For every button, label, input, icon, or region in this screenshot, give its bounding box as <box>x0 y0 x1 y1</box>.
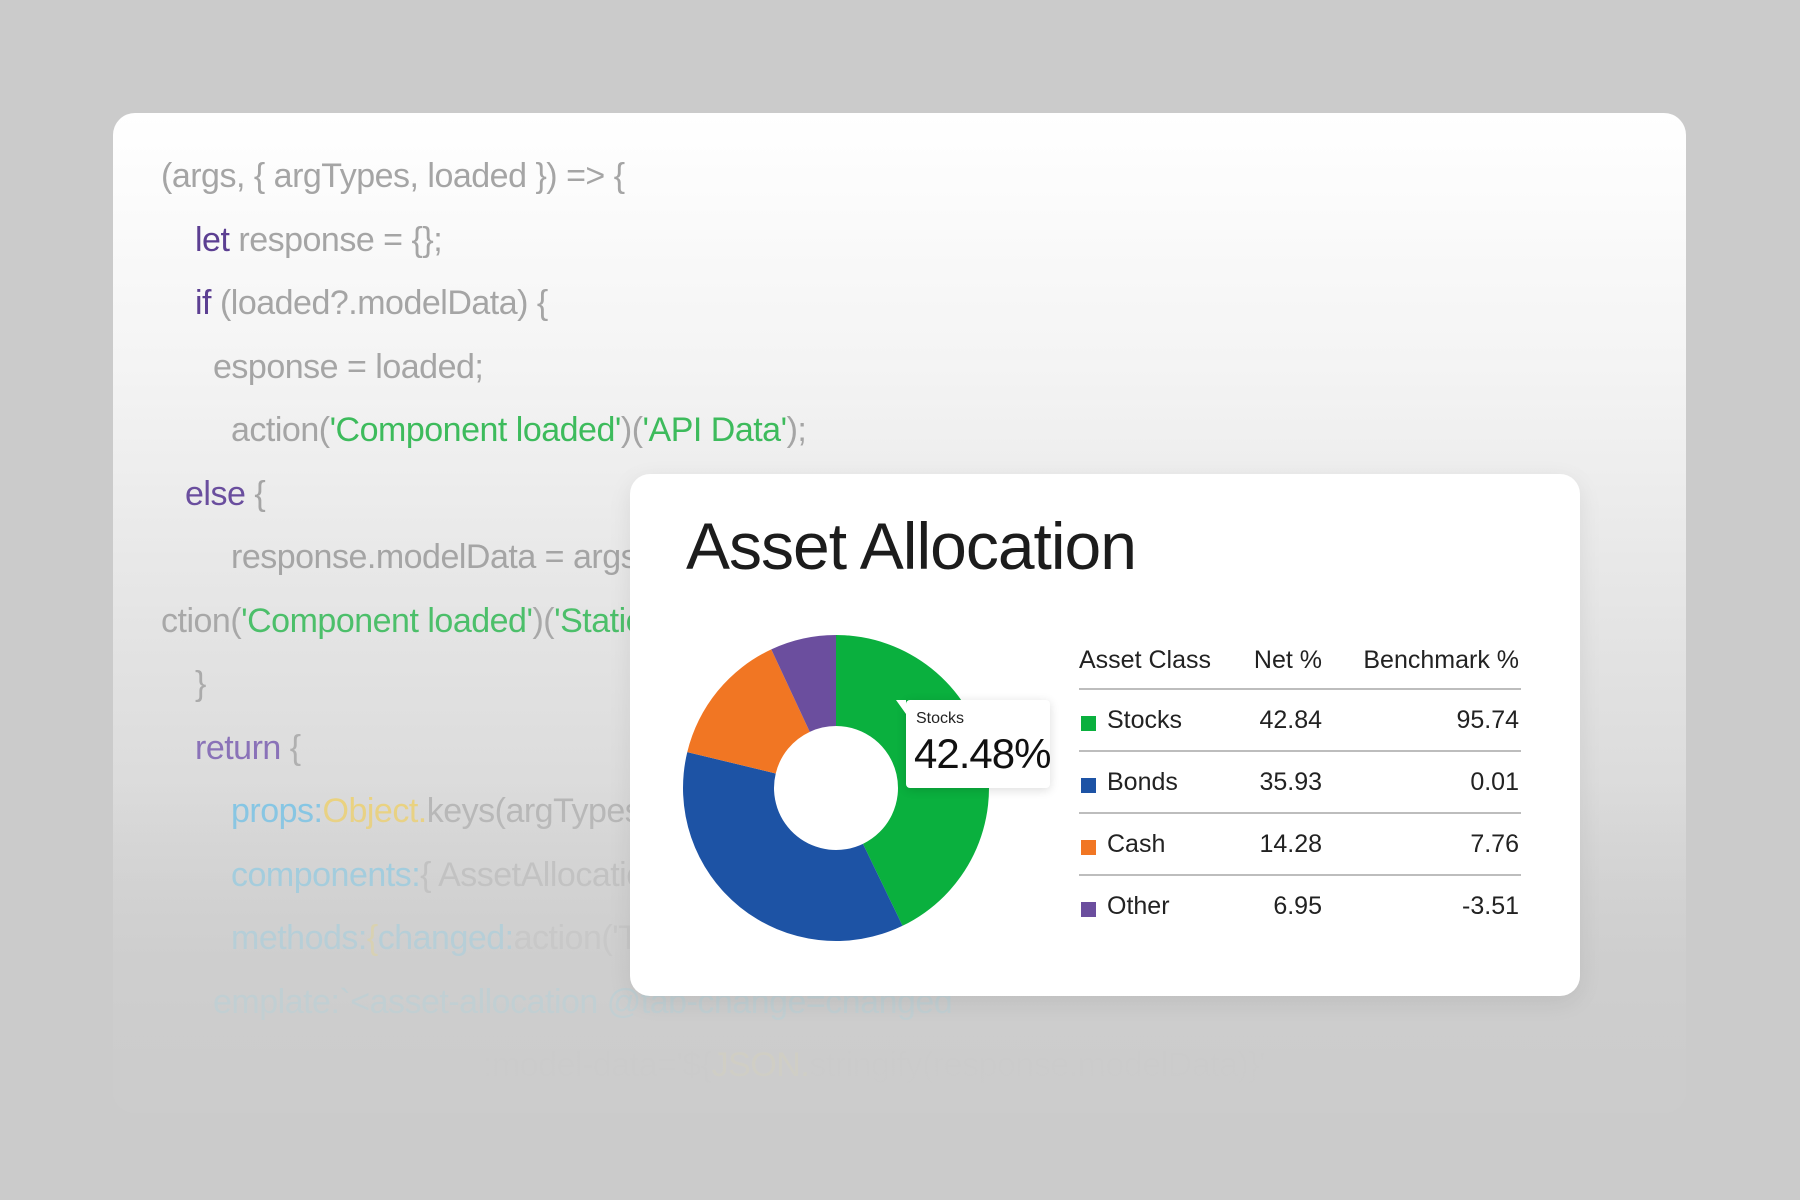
code-line: (args, { argTypes, loaded }) => { <box>161 157 625 196</box>
donut-slice-bonds[interactable] <box>683 752 903 941</box>
table-body: Stocks 42.84 95.74 Bonds 35.93 0.01 Cash 14.28 7… <box>1079 690 1521 938</box>
table-row: Stocks 42.84 95.74 <box>1079 690 1521 752</box>
chart-tooltip: Stocks 42.48% <box>896 700 1051 788</box>
legend-swatch <box>1081 840 1096 855</box>
net-percent: 42.84 <box>1259 706 1322 734</box>
code-line: return { <box>195 729 301 768</box>
net-percent: 35.93 <box>1259 768 1322 796</box>
asset-class-name: Cash <box>1107 830 1166 858</box>
benchmark-percent: 0.01 <box>1470 768 1519 796</box>
code-token: response = {}; <box>229 220 443 259</box>
tooltip-label: Stocks <box>916 710 965 727</box>
code-token: )( <box>620 411 643 449</box>
code-token: let <box>195 220 230 259</box>
code-token: else <box>185 474 246 513</box>
code-line: if (loaded?.modelData) { <box>195 284 548 323</box>
asset-class-name: Stocks <box>1107 706 1183 734</box>
code-line: action('Component loaded')('API Data'); <box>231 411 807 450</box>
tooltip-value: 42.48% <box>914 730 1051 777</box>
code-token: if <box>195 284 212 322</box>
code-line: response.modelData = args.m <box>231 538 674 577</box>
donut-slice-cash[interactable] <box>687 649 810 774</box>
code-token: esponse = loaded; <box>213 347 484 386</box>
code-token: (loaded?.modelData) { <box>211 284 548 322</box>
code-token: ction( <box>161 601 242 640</box>
net-percent: 14.28 <box>1259 830 1322 858</box>
code-token: )( <box>532 601 555 640</box>
table-header: Asset Class Net % Benchmark % <box>1079 634 1521 690</box>
donut-slice-other[interactable] <box>771 635 836 732</box>
code-line: } <box>195 665 206 704</box>
chart-title: Asset Allocation <box>686 509 1137 583</box>
asset-class-name: Other <box>1107 892 1170 920</box>
code-line: esponse = loaded; <box>213 347 484 387</box>
code-token: } <box>195 665 206 703</box>
donut-chart <box>683 635 989 941</box>
code-token: 'Component loaded' <box>329 411 622 449</box>
legend-swatch <box>1081 778 1096 793</box>
header-asset-class: Asset Class <box>1079 646 1211 674</box>
header-net: Net % <box>1253 646 1322 674</box>
header-benchmark: Benchmark % <box>1363 646 1519 674</box>
code-line: ction('Component loaded')('Static <box>161 601 643 641</box>
code-token: 'Component loaded' <box>241 601 533 640</box>
table-row: Bonds 35.93 0.01 <box>1079 752 1521 814</box>
benchmark-percent: 7.76 <box>1470 830 1519 858</box>
legend-swatch <box>1081 902 1096 917</box>
code-token: { <box>245 474 266 513</box>
benchmark-percent: 95.74 <box>1456 706 1519 734</box>
legend-swatch <box>1081 716 1096 731</box>
code-token: ); <box>786 411 807 449</box>
code-line: let response = {}; <box>195 220 443 260</box>
code-token: response.modelData = args.m <box>231 538 674 576</box>
code-token: action( <box>231 411 330 449</box>
code-token: 'API Data' <box>642 411 788 449</box>
code-token: { <box>280 728 301 767</box>
asset-allocation-card: Asset Allocation Stocks 42.48% Asset Cla… <box>630 474 1580 996</box>
table-row: Cash 14.28 7.76 <box>1079 814 1521 876</box>
code-token: 'Static <box>554 601 643 640</box>
code-line: else { <box>185 474 266 514</box>
code-token: return <box>195 728 281 767</box>
net-percent: 6.95 <box>1273 892 1322 920</box>
allocation-table: Asset Class Net % Benchmark % Stocks 42.8… <box>1079 634 1521 938</box>
benchmark-percent: -3.51 <box>1462 892 1519 920</box>
table-row: Other 6.95 -3.51 <box>1079 876 1521 938</box>
code-token: (args, { argTypes, loaded }) => { <box>161 157 625 195</box>
asset-class-name: Bonds <box>1107 768 1178 796</box>
